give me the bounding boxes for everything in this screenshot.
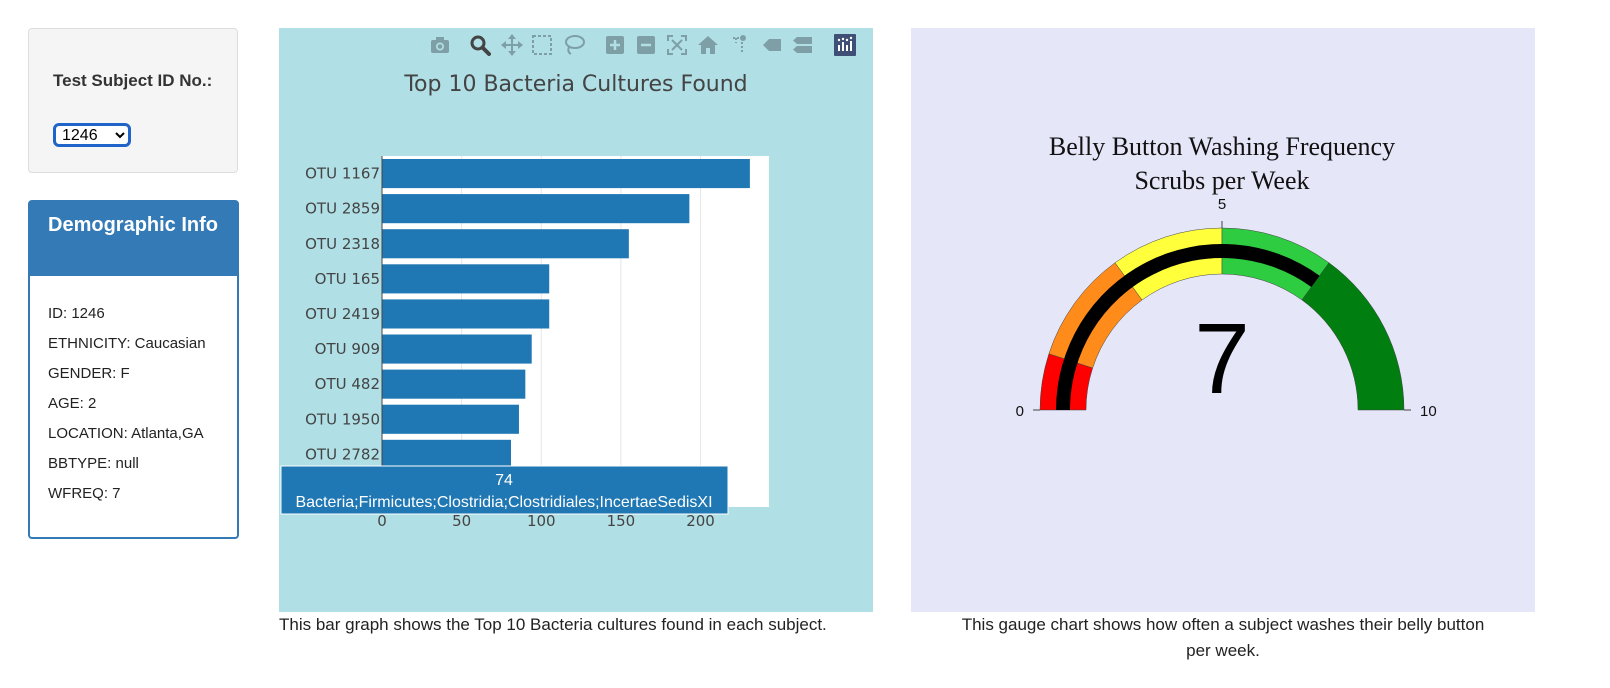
bar-category-label: OTU 1950 bbox=[305, 410, 380, 428]
bar-category-label: OTU 165 bbox=[315, 270, 380, 288]
bar-category-label: OTU 2419 bbox=[305, 305, 380, 323]
bar-mark[interactable] bbox=[382, 369, 526, 399]
gauge-tick-label: 5 bbox=[1218, 196, 1226, 213]
zoom-icon[interactable] bbox=[469, 34, 491, 56]
demo-row-bbtype: BBTYPE: null bbox=[48, 455, 139, 472]
tooltip-value: 74 bbox=[495, 472, 513, 489]
gauge-caption-line2: per week. bbox=[1186, 641, 1260, 660]
zoom-in-icon[interactable] bbox=[604, 34, 626, 56]
zoom-out-icon[interactable] bbox=[635, 34, 657, 56]
bar-x-tick-label: 0 bbox=[377, 512, 387, 530]
demographic-info-body: ID: 1246 ETHNICITY: Caucasian GENDER: F … bbox=[30, 276, 237, 501]
demo-row-wfreq: WFREQ: 7 bbox=[48, 485, 121, 502]
gauge-tick-label: 10 bbox=[1420, 403, 1437, 420]
gauge-caption-line1: This gauge chart shows how often a subje… bbox=[961, 615, 1485, 634]
gauge-step bbox=[1301, 262, 1405, 411]
bar-mark[interactable] bbox=[382, 229, 629, 259]
hover-compare-icon[interactable] bbox=[791, 34, 813, 56]
subject-id-select[interactable]: 1246 bbox=[53, 123, 131, 147]
gauge-title-line1: Belly Button Washing Frequency bbox=[1049, 132, 1395, 161]
bar-mark[interactable] bbox=[382, 404, 519, 434]
gauge-chart-caption: This gauge chart shows how often a subje… bbox=[911, 612, 1535, 664]
bar-mark[interactable] bbox=[382, 439, 511, 469]
gauge-chart-svg: Belly Button Washing Frequency Scrubs per… bbox=[1016, 132, 1437, 420]
demo-row-id: ID: 1246 bbox=[48, 305, 105, 322]
bar-chart-svg: 0 50 100 150 200 OTU 1167 OTU 2859 OTU 2318 OTU … bbox=[280, 156, 769, 530]
bar-mark[interactable] bbox=[382, 159, 750, 189]
bar-x-tick-label: 50 bbox=[452, 512, 471, 530]
demo-row-gender: GENDER: F bbox=[48, 365, 130, 382]
lasso-select-icon[interactable] bbox=[563, 34, 585, 56]
spike-lines-icon[interactable] bbox=[729, 34, 751, 56]
demo-row-location: LOCATION: Atlanta,GA bbox=[48, 425, 204, 442]
gauge-value-bar bbox=[1056, 244, 1320, 410]
hover-closest-icon[interactable] bbox=[761, 34, 783, 56]
demo-row-ethnicity: ETHNICITY: Caucasian bbox=[48, 335, 206, 352]
bar-category-label: OTU 2782 bbox=[305, 445, 380, 463]
bar-mark[interactable] bbox=[382, 474, 500, 504]
demographic-info-title: Demographic Info bbox=[30, 202, 237, 276]
pan-icon[interactable] bbox=[501, 34, 523, 56]
bar-category-label: OTU 1167 bbox=[305, 165, 380, 183]
bar-category-label: OTU 2859 bbox=[305, 200, 380, 218]
bar-x-tick-label: 150 bbox=[607, 512, 636, 530]
gauge-title-line2: Scrubs per Week bbox=[1134, 166, 1309, 195]
bar-mark[interactable] bbox=[382, 334, 532, 364]
bar-category-label: OTU 2318 bbox=[305, 235, 380, 253]
demo-row-age: AGE: 2 bbox=[48, 395, 97, 412]
camera-icon[interactable] bbox=[429, 34, 451, 56]
bar-hover-tooltip: 74 Bacteria;Firmicutes;Clostridia;Clostri… bbox=[280, 465, 729, 515]
autoscale-icon[interactable] bbox=[666, 34, 688, 56]
bar-mark[interactable] bbox=[382, 299, 550, 329]
bar-mark[interactable] bbox=[382, 194, 690, 224]
gauge-value-number: 7 bbox=[1194, 303, 1250, 415]
gauge-tick-label: 0 bbox=[1016, 403, 1024, 420]
subject-selector-panel: Test Subject ID No.: 1246 bbox=[28, 28, 238, 173]
gauge-chart-panel: Belly Button Washing Frequency Scrubs per… bbox=[911, 28, 1535, 612]
subject-id-label: Test Subject ID No.: bbox=[53, 71, 213, 90]
bar-chart-caption: This bar graph shows the Top 10 Bacteria… bbox=[279, 615, 827, 634]
bar-plot-area bbox=[382, 156, 769, 507]
bar-category-label: OTU 482 bbox=[315, 375, 380, 393]
bar-chart-title: Top 10 Bacteria Cultures Found bbox=[404, 72, 748, 97]
bar-chart-panel: Top 10 Bacteria Cultures Found 0 50 100 150… bbox=[279, 28, 873, 612]
demographic-info-panel: Demographic Info ID: 1246 ETHNICITY: Cau… bbox=[28, 200, 239, 539]
bar-category-label: OTU 909 bbox=[315, 340, 380, 358]
bar-x-tick-label: 200 bbox=[686, 512, 715, 530]
bar-x-tick-label: 100 bbox=[527, 512, 556, 530]
box-select-icon[interactable] bbox=[531, 34, 553, 56]
bar-mark[interactable] bbox=[382, 264, 550, 294]
plotly-logo-icon[interactable] bbox=[834, 34, 856, 56]
tooltip-text: Bacteria;Firmicutes;Clostridia;Clostridi… bbox=[295, 494, 712, 511]
reset-axes-icon[interactable] bbox=[697, 34, 719, 56]
